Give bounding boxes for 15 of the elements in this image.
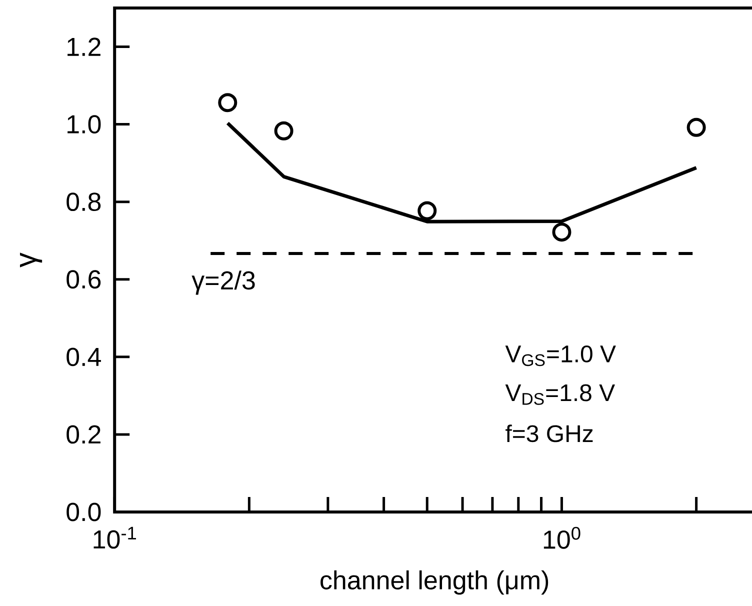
y-tick-label: 1.2 (68, 38, 100, 56)
y-tick-label: 1.0 (68, 115, 101, 134)
y-axis-title: γ (20, 252, 42, 268)
y-tick-label: 0.2 (66, 425, 100, 444)
y-tick-label: 0.0 (66, 502, 101, 522)
annotation: f=3 GHz (506, 424, 593, 442)
annotation: γ=2/3 (192, 270, 255, 295)
x-axis-title: channel length (μm) (320, 570, 548, 595)
annotation: V$_{GS}$=1.0 V (505, 345, 616, 366)
x-tick-label: 10$^{-1}$ (94, 526, 136, 549)
y-tick-label: 0.4 (66, 348, 101, 366)
y-tick-label: 0.8 (66, 192, 101, 212)
x-tick-label: 10$^{0}$ (544, 526, 580, 549)
y-tick-label: 0.6 (66, 270, 101, 289)
annotation: V$_{DS}$=1.8 V (505, 384, 615, 405)
